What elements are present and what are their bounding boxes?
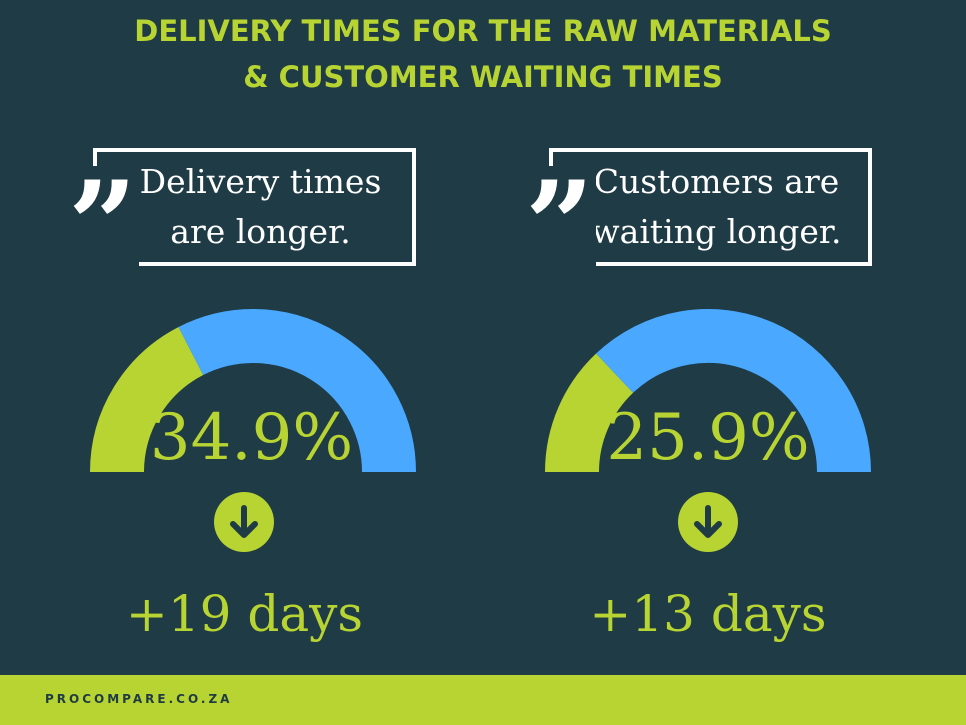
title-line-2: & CUSTOMER WAITING TIMES bbox=[243, 60, 723, 94]
delivery-gauge-rest-arc bbox=[178, 309, 416, 473]
delivery-gauge bbox=[90, 309, 416, 473]
quote-icon: ” bbox=[523, 155, 597, 296]
delivery-times-panel: Delivery times are longer. ” 34.9% +19 d… bbox=[0, 0, 483, 675]
customer-quote-line-1: Customers are bbox=[593, 162, 840, 201]
footer-site-label: PROCOMPARE.CO.ZA bbox=[45, 692, 233, 706]
footer-bar: PROCOMPARE.CO.ZA bbox=[0, 675, 966, 725]
delivery-days-label: +19 days bbox=[125, 585, 364, 643]
page-title: DELIVERY TIMES FOR THE RAW MATERIALS & C… bbox=[0, 8, 966, 100]
arrow-down-circle-icon bbox=[214, 492, 274, 552]
customer-quote-line-2: waiting longer. bbox=[591, 212, 842, 251]
arrow-down-circle-icon bbox=[678, 492, 738, 552]
customer-gauge-rest-arc bbox=[596, 309, 871, 473]
customer-gauge bbox=[545, 309, 871, 473]
delivery-quote-line-2: are longer. bbox=[170, 212, 351, 251]
delivery-quote-line-1: Delivery times bbox=[139, 162, 382, 201]
quote-icon: ” bbox=[66, 155, 140, 296]
title-line-1: DELIVERY TIMES FOR THE RAW MATERIALS bbox=[134, 14, 832, 48]
delivery-gauge-value-arc bbox=[90, 327, 204, 473]
customer-waiting-panel: Customers are waiting longer. ” 25.9% +1… bbox=[483, 0, 966, 675]
delivery-percent-label: 34.9% bbox=[149, 401, 354, 475]
customer-quote-box: Customers are waiting longer. bbox=[549, 148, 872, 266]
customer-percent-label: 25.9% bbox=[606, 401, 810, 475]
delivery-quote-box: Delivery times are longer. bbox=[93, 148, 416, 266]
customer-days-label: +13 days bbox=[589, 585, 827, 643]
customer-gauge-value-arc bbox=[545, 353, 634, 473]
